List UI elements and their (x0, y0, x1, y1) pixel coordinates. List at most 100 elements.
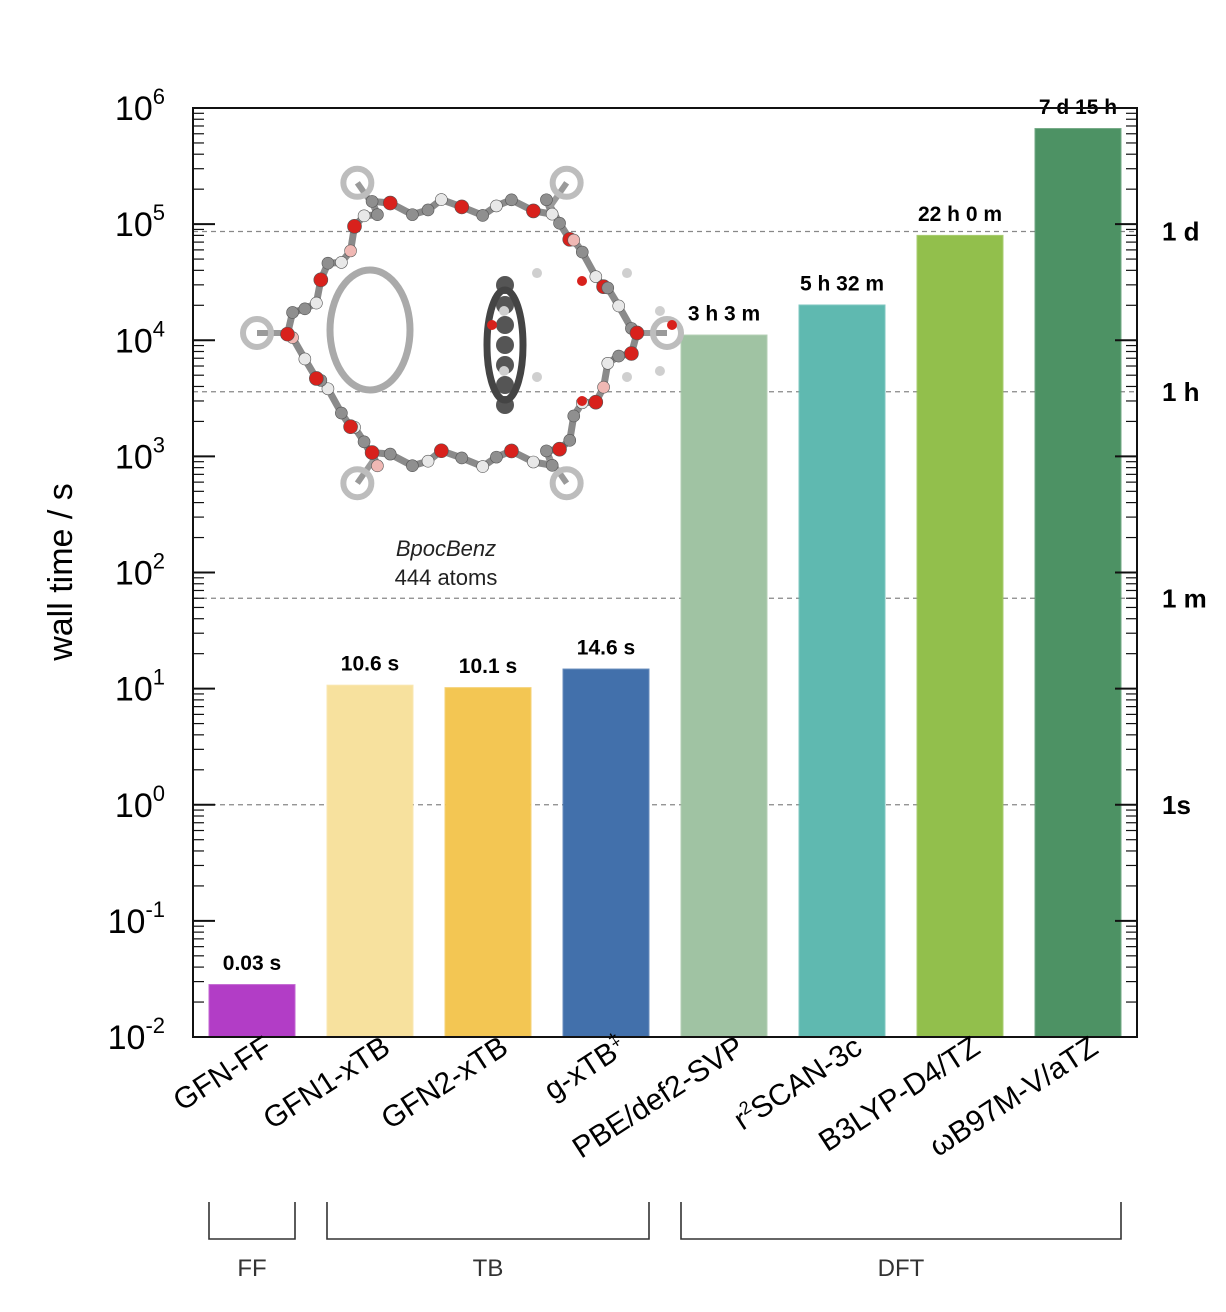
carbon-atom (286, 306, 299, 319)
carbon-atom (344, 244, 357, 258)
carbon-atom (601, 281, 615, 295)
x-category-label: GFN-FF (168, 1030, 278, 1118)
y-tick-label: 10-1 (108, 897, 165, 941)
carbon-atom (383, 447, 397, 461)
oxygen-atom (629, 325, 645, 341)
bar-value-label: 3 h 3 m (688, 303, 760, 326)
oxygen-atom (624, 346, 639, 361)
reference-line-label: 1s (1162, 790, 1191, 820)
carbon-atom (490, 199, 503, 213)
central-ring (483, 286, 527, 404)
inner-atom (499, 306, 510, 316)
carbon-atom (335, 406, 348, 420)
carbon-atom (545, 459, 559, 472)
oxygen-atom (552, 441, 567, 457)
oxygen-atom (526, 203, 541, 219)
carbon-atom (371, 459, 384, 473)
carbon-atom (371, 208, 384, 222)
carbon-atom (575, 245, 589, 259)
bar-value-label: 5 h 32 m (800, 272, 884, 295)
phenyl-ring (240, 316, 274, 350)
oxygen-atom (280, 326, 295, 342)
inner-atom (487, 320, 497, 330)
x-category-label: g-xTB‡ (537, 1029, 632, 1107)
inner-atom (667, 320, 677, 330)
carbon-atom (298, 302, 312, 316)
oxygen-atom (364, 445, 380, 460)
carbon-atom (601, 356, 615, 370)
carbon-atom (421, 203, 435, 217)
carbon-atom (540, 444, 553, 458)
carbon-atom (406, 459, 419, 473)
carbon-atom (310, 296, 323, 310)
bar-value-label: 10.6 s (341, 653, 399, 676)
inner-atom (577, 396, 587, 406)
carbon-atom (406, 208, 419, 221)
carbon-atom (597, 380, 610, 394)
method-groups: FF TB DFT (208, 1202, 1122, 1282)
x-category-label: GFN2-xTB (376, 1030, 514, 1136)
oxygen-atom (434, 443, 449, 459)
molecule-illustration (240, 165, 684, 501)
bar-value-label: 10.1 s (459, 655, 517, 678)
y-tick-label: 102 (115, 549, 165, 593)
bar-value-label: 14.6 s (577, 637, 635, 660)
bar (444, 687, 532, 1038)
carbon-atom (298, 352, 312, 366)
y-axis-label: wall time / s (42, 483, 80, 662)
molecule-atom-count: 444 atoms (395, 565, 498, 590)
carbon-atom (476, 460, 489, 473)
y-tick-label: 104 (115, 316, 165, 360)
group-label: DFT (878, 1255, 925, 1282)
group-label: FF (237, 1255, 266, 1282)
group-label: TB (473, 1255, 504, 1282)
carbon-atom (321, 382, 335, 396)
bar (798, 304, 886, 1038)
carbon-atom (455, 451, 469, 465)
carbon-atom (545, 207, 559, 221)
reference-line-label: 1 d (1162, 216, 1200, 246)
inner-atom (654, 366, 665, 376)
y-tick-label: 100 (115, 781, 165, 825)
bar (562, 668, 650, 1039)
inner-atom (577, 276, 587, 286)
oxygen-atom (343, 419, 358, 435)
y-tick-label: 106 (115, 84, 165, 128)
bar (680, 334, 768, 1039)
bar (916, 234, 1004, 1038)
oxygen-atom (454, 199, 470, 215)
y-tick-label: 101 (115, 665, 165, 709)
phenyl-ring (340, 466, 375, 501)
reference-line-label: 1 m (1162, 583, 1207, 613)
carbon-atom (496, 376, 514, 394)
oxygen-atom (382, 195, 398, 211)
inner-ring (326, 266, 414, 394)
carbon-atom (505, 193, 518, 207)
oxygen-atom (309, 371, 324, 386)
carbon-atom (540, 193, 553, 207)
carbon-atom (496, 316, 514, 334)
oxygen-atom (504, 443, 519, 459)
carbon-atom (435, 193, 448, 206)
carbon-atom (321, 256, 335, 270)
carbon-atom (421, 454, 435, 468)
group-bracket (326, 1202, 650, 1240)
oxygen-atom (588, 394, 604, 410)
inner-atom (654, 306, 665, 316)
carbon-atom (357, 209, 371, 223)
y-tick-label: 10-2 (108, 1013, 165, 1057)
carbon-atom (553, 216, 566, 230)
phenyl-ring (650, 316, 684, 350)
reference-line-label: 1 h (1162, 377, 1200, 407)
group-bracket (680, 1202, 1122, 1240)
carbon-atom (365, 195, 379, 208)
bars: 0.03 s 10.6 s 10.1 s 14.6 s 3 h 3 m 5 h 32 m 2… (208, 96, 1122, 1039)
inner-atom (532, 371, 542, 382)
carbon-atom (476, 209, 489, 222)
carbon-atom (589, 270, 603, 283)
carbon-atom (490, 450, 503, 464)
phenyl-ring (549, 165, 584, 200)
oxygen-atom (313, 272, 329, 288)
